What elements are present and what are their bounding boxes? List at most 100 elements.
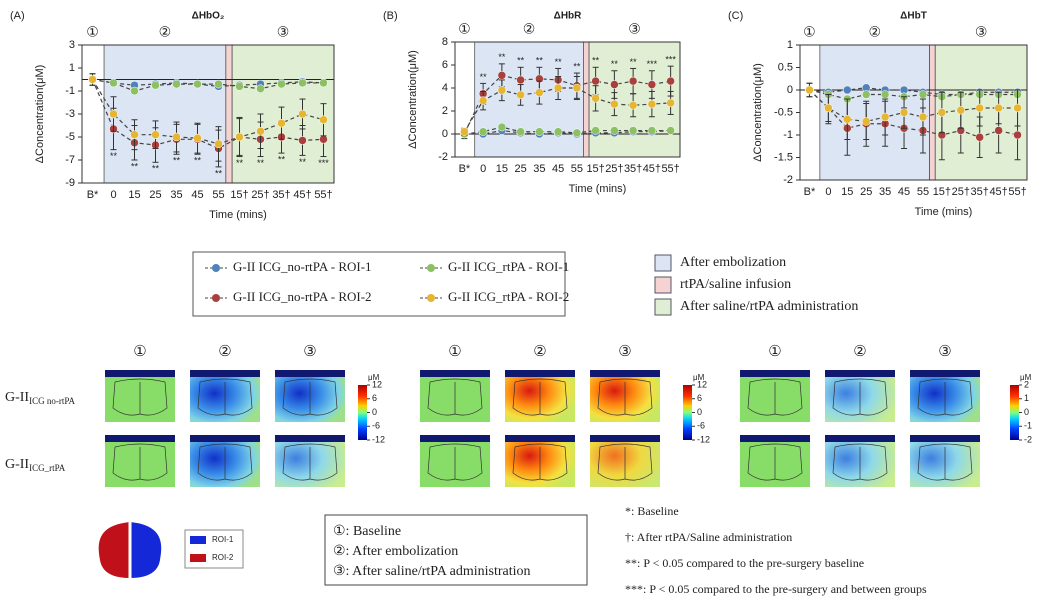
colorbar-tick-label: -2: [1024, 434, 1032, 444]
significance-label: **: [592, 56, 600, 66]
data-point: [478, 127, 488, 136]
data-point: [497, 122, 507, 132]
significance-label: **: [630, 57, 638, 67]
brain-outline: [112, 443, 168, 481]
data-point: [666, 76, 675, 86]
significance-label: **: [194, 156, 202, 166]
x-tick-label: 45: [191, 189, 203, 201]
column-label: ③: [618, 343, 631, 360]
data-point: [843, 115, 852, 124]
brain-outline: [427, 378, 483, 416]
data-point: [130, 86, 139, 96]
x-tick-label: 15: [496, 163, 508, 175]
brain-outline: [282, 443, 338, 481]
row-label-sub: ICG no-rtPA: [29, 396, 75, 406]
heatmap-top: [190, 370, 260, 377]
heatmap-top: [910, 370, 980, 377]
significance-label: **: [278, 154, 286, 164]
y-tick-label: 1: [69, 62, 75, 74]
roi-label: ROI-1: [212, 535, 234, 544]
roi-1-region: [130, 522, 162, 578]
legend-marker: [212, 294, 220, 302]
brain-outline: [917, 443, 973, 481]
significance-label: **: [536, 56, 544, 66]
colorbar-unit: μM: [693, 373, 705, 382]
data-point: [497, 86, 507, 95]
series-line: [809, 89, 1018, 138]
data-point: [553, 83, 563, 93]
phase-label: ①: [86, 24, 99, 40]
column-label: ②: [218, 343, 231, 360]
x-tick-label: 35†: [272, 189, 290, 201]
series-line: [91, 79, 324, 150]
x-tick-label: 15†: [230, 189, 248, 201]
x-tick-label: 15†: [586, 163, 604, 175]
colorbar-tick-label: 12: [697, 379, 707, 389]
legend-box: [192, 251, 566, 317]
phase-label: ②: [159, 24, 172, 40]
x-tick-label: 35: [170, 189, 182, 201]
data-point: [256, 84, 265, 93]
data-point: [610, 126, 619, 135]
data-point: [975, 133, 984, 142]
column-label: ①: [768, 343, 781, 360]
line-chart: (A) ΔHbO₂ ① ② ③ ΔConcentration(μM) Time (mins)…: [10, 10, 335, 221]
data-point: [994, 103, 1003, 113]
panel-label: (C): [728, 10, 743, 22]
colorbar-tick-label: -6: [372, 421, 380, 431]
data-point: [994, 126, 1003, 135]
data-point: [319, 115, 328, 124]
data-point: [647, 80, 657, 89]
y-tick-label: 3: [69, 39, 75, 51]
heatmap-top: [190, 435, 260, 442]
note: †: After rtPA/Saline administration: [625, 530, 792, 544]
y-axis-label: ΔConcentration(μM): [34, 65, 46, 164]
data-point: [591, 94, 600, 103]
data-point: [109, 78, 118, 88]
x-tick-label: 0: [480, 163, 486, 175]
region-label: After saline/rtPA administration: [680, 299, 858, 314]
phase-label: ③: [277, 24, 290, 40]
y-tick-label: -0.5: [774, 106, 793, 118]
heatmap-top: [825, 370, 895, 377]
x-tick-label: 45†: [643, 163, 661, 175]
significance-label: ***: [647, 59, 658, 69]
colorbar-tick-label: -1: [1024, 421, 1032, 431]
significance-label: **: [215, 168, 223, 178]
colorbar-tick-label: 6: [372, 393, 377, 403]
significance-label: **: [299, 157, 307, 167]
data-point: [899, 108, 909, 117]
brain-outline: [512, 378, 568, 416]
significance-label: ***: [318, 158, 329, 168]
brain-outline: [747, 443, 803, 481]
y-tick-label: 0.5: [778, 61, 793, 73]
y-tick-label: 8: [442, 36, 448, 48]
significance-label: **: [110, 151, 118, 161]
brain-outline: [512, 443, 568, 481]
data-point: [843, 85, 852, 95]
colorbar-tick-label: 6: [697, 393, 702, 403]
legend-marker: [427, 264, 435, 272]
x-axis-label: Time (mins): [209, 209, 267, 221]
data-point: [591, 76, 600, 86]
region-band: [474, 41, 584, 158]
heatmap-top: [740, 370, 810, 377]
x-tick-label: 25: [149, 189, 161, 201]
data-point: [1013, 130, 1022, 140]
colorbar-unit: μM: [1020, 373, 1032, 382]
column-label: ②: [533, 343, 546, 360]
y-tick-label: -5: [65, 131, 75, 143]
charts: (A) ΔHbO₂ ① ② ③ ΔConcentration(μM) Time (mins)…: [10, 10, 1028, 221]
line-chart: (C) ΔHbT ① ② ③ ΔConcentration(μM) Time (mins) 1…: [728, 10, 1028, 218]
significance-label: **: [131, 161, 139, 171]
colorbar: [1010, 385, 1019, 440]
chart-title: ΔHbT: [900, 11, 927, 22]
brain-outline: [197, 378, 253, 416]
colorbar-tick-label: -12: [697, 434, 710, 444]
region-label: After embolization: [680, 255, 786, 270]
significance-label: **: [517, 56, 525, 66]
data-point: [591, 126, 600, 135]
phase-label: ①: [458, 21, 471, 37]
x-axis-label: Time (mins): [915, 206, 973, 218]
region-band: [934, 44, 1028, 181]
